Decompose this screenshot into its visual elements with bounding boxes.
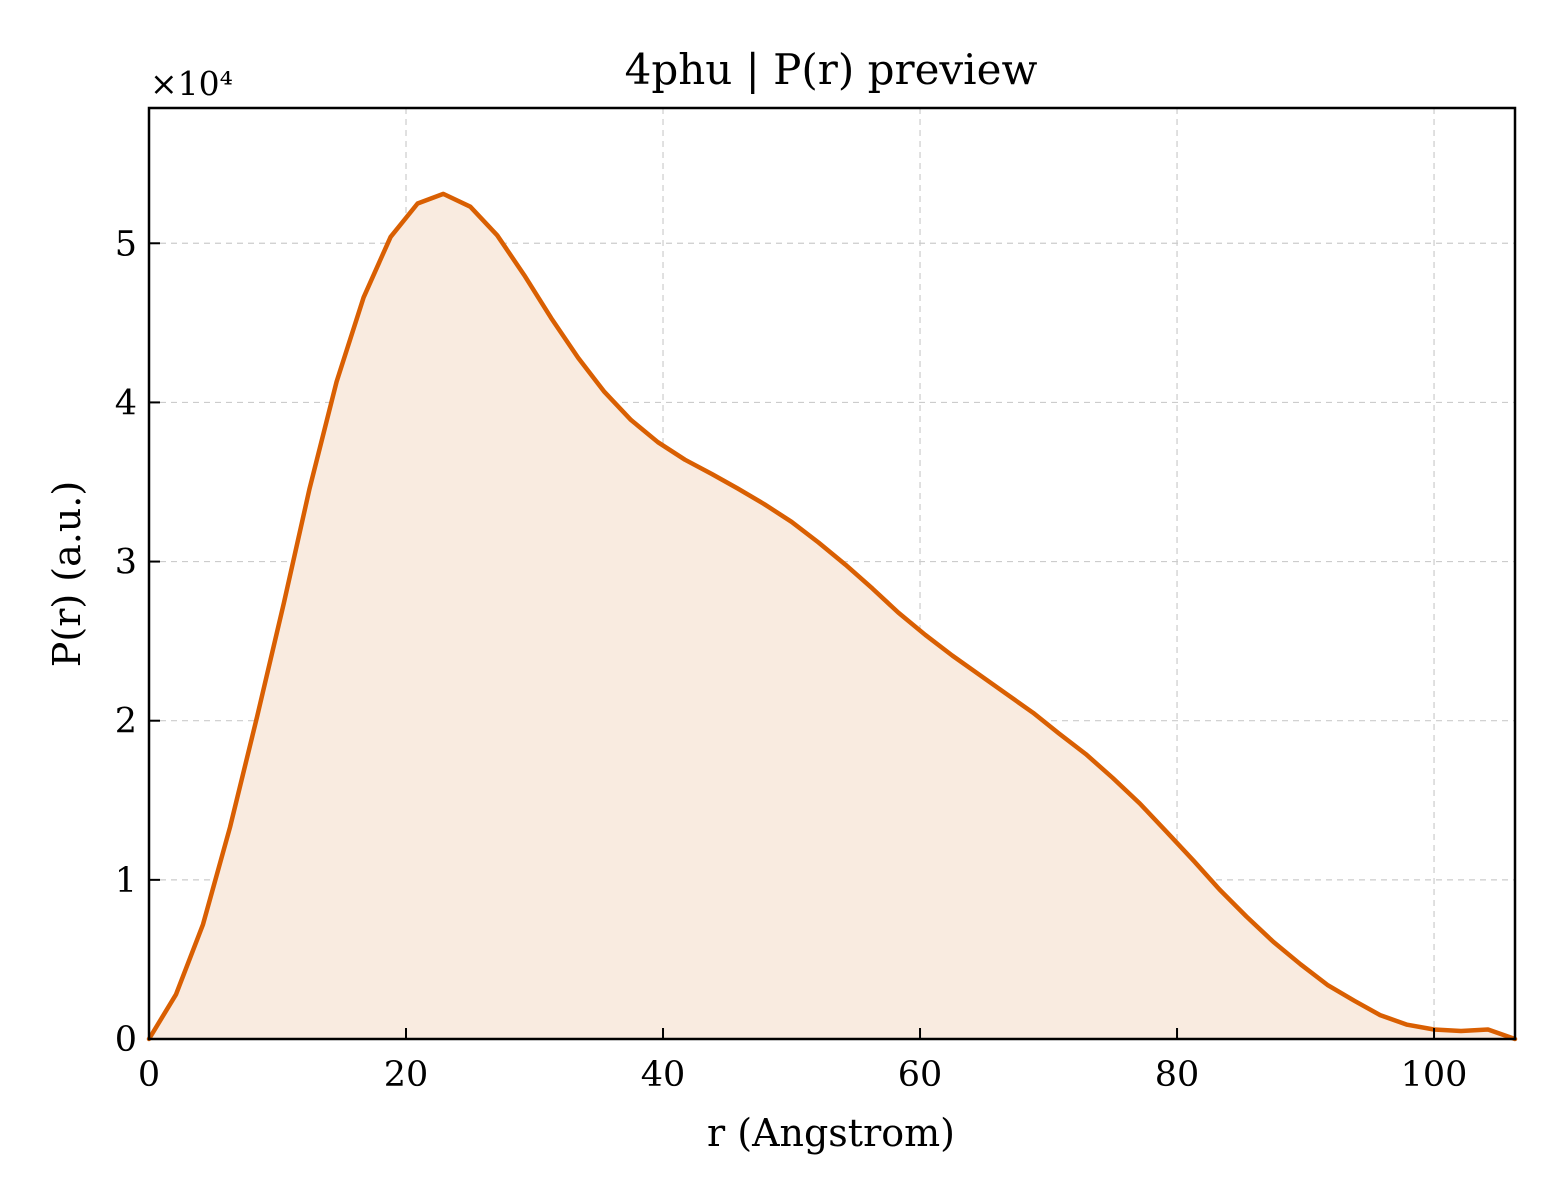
y-tick-label: 0 (115, 1020, 137, 1060)
pr-data-line (146, 191, 1518, 1042)
y-tick-label: 4 (115, 383, 137, 423)
y-tick-label: 2 (115, 702, 137, 742)
pr-area-fill (149, 193, 1515, 1039)
x-tick-label: 100 (1401, 1055, 1468, 1095)
x-tick-label: 60 (898, 1055, 943, 1095)
y-axis-label: P(r) (a.u.) (45, 481, 89, 667)
x-tick-label: 40 (641, 1055, 686, 1095)
y-tick-label: 5 (115, 224, 137, 264)
axis-ticks: 0 20 40 60 80 100 0 1 2 3 4 5 (115, 224, 1468, 1095)
chart-title: 4phu | P(r) preview (625, 45, 1038, 94)
x-tick-label: 20 (384, 1055, 429, 1095)
plot-frame (147, 106, 1517, 1041)
x-tick-label: 80 (1155, 1055, 1200, 1095)
x-axis-label: r (Angstrom) (707, 1111, 955, 1155)
y-tick-label: 3 (115, 543, 137, 583)
x-tick-label: 0 (138, 1055, 160, 1095)
y-axis-multiplier: ×10⁴ (150, 64, 233, 103)
y-tick-label: 1 (115, 861, 137, 901)
